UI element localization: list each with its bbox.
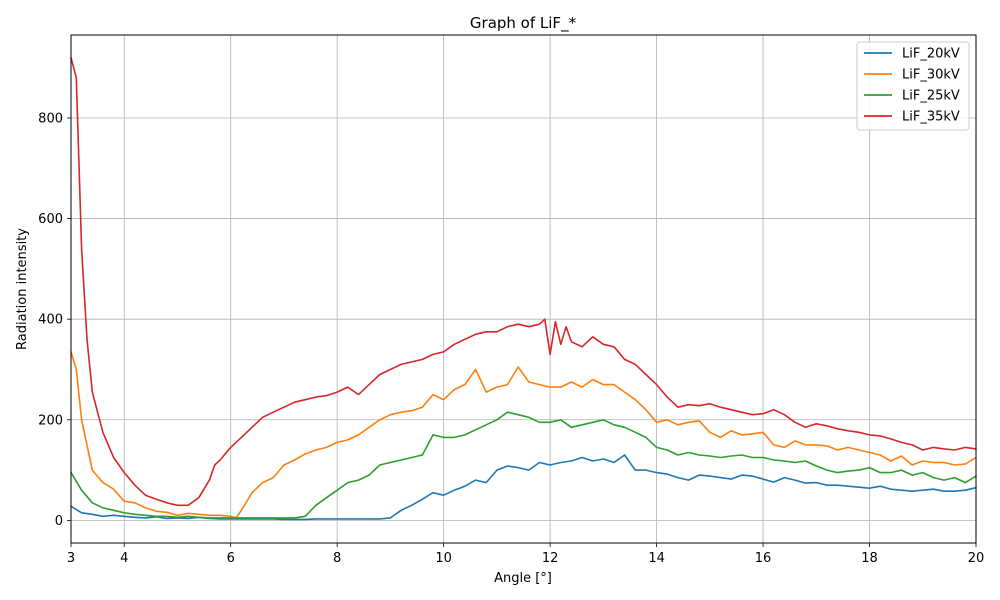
y-tick-label: 200 bbox=[38, 413, 63, 428]
series-line-lif-35kv bbox=[70, 56, 977, 507]
x-tick-label: 18 bbox=[861, 551, 878, 566]
legend-entries: LiF_20kV LiF_30kV LiF_25kV LiF_35kV bbox=[864, 47, 960, 125]
y-tick-label: 600 bbox=[38, 212, 63, 227]
series-line-lif-20kv bbox=[70, 454, 977, 521]
y-axis-label: Radiation intensity bbox=[15, 228, 30, 350]
x-tick-label: 4 bbox=[120, 551, 128, 566]
legend-label: LiF_20kV bbox=[902, 47, 960, 62]
x-tick-label: 6 bbox=[227, 551, 235, 566]
y-tick-label: 0 bbox=[55, 514, 63, 529]
legend-label: LiF_35kV bbox=[902, 110, 960, 125]
series-lines bbox=[70, 56, 977, 521]
y-axis-ticks: 0 200 400 600 800 bbox=[38, 111, 71, 529]
legend-label: LiF_25kV bbox=[902, 89, 960, 104]
x-tick-label: 14 bbox=[648, 551, 665, 566]
legend: LiF_20kV LiF_30kV LiF_25kV LiF_35kV bbox=[856, 41, 970, 131]
chart-title: Graph of LiF_* bbox=[470, 14, 577, 33]
plot-area bbox=[70, 34, 977, 544]
x-axis-ticks: 4 6 8 10 12 14 16 18 20 3 bbox=[67, 543, 984, 566]
series-line-lif-30kv bbox=[70, 351, 977, 519]
legend-label: LiF_30kV bbox=[902, 68, 960, 83]
x-tick-label: 3 bbox=[67, 551, 75, 566]
x-tick-label: 10 bbox=[435, 551, 452, 566]
x-tick-label: 12 bbox=[542, 551, 559, 566]
x-tick-label: 20 bbox=[968, 551, 985, 566]
y-tick-label: 400 bbox=[38, 313, 63, 328]
x-tick-label: 8 bbox=[333, 551, 341, 566]
x-axis-label: Angle [°] bbox=[494, 571, 552, 586]
series-line-lif-25kv bbox=[70, 411, 977, 519]
x-tick-label: 16 bbox=[755, 551, 772, 566]
y-tick-label: 800 bbox=[38, 111, 63, 126]
legend-box bbox=[856, 41, 970, 131]
